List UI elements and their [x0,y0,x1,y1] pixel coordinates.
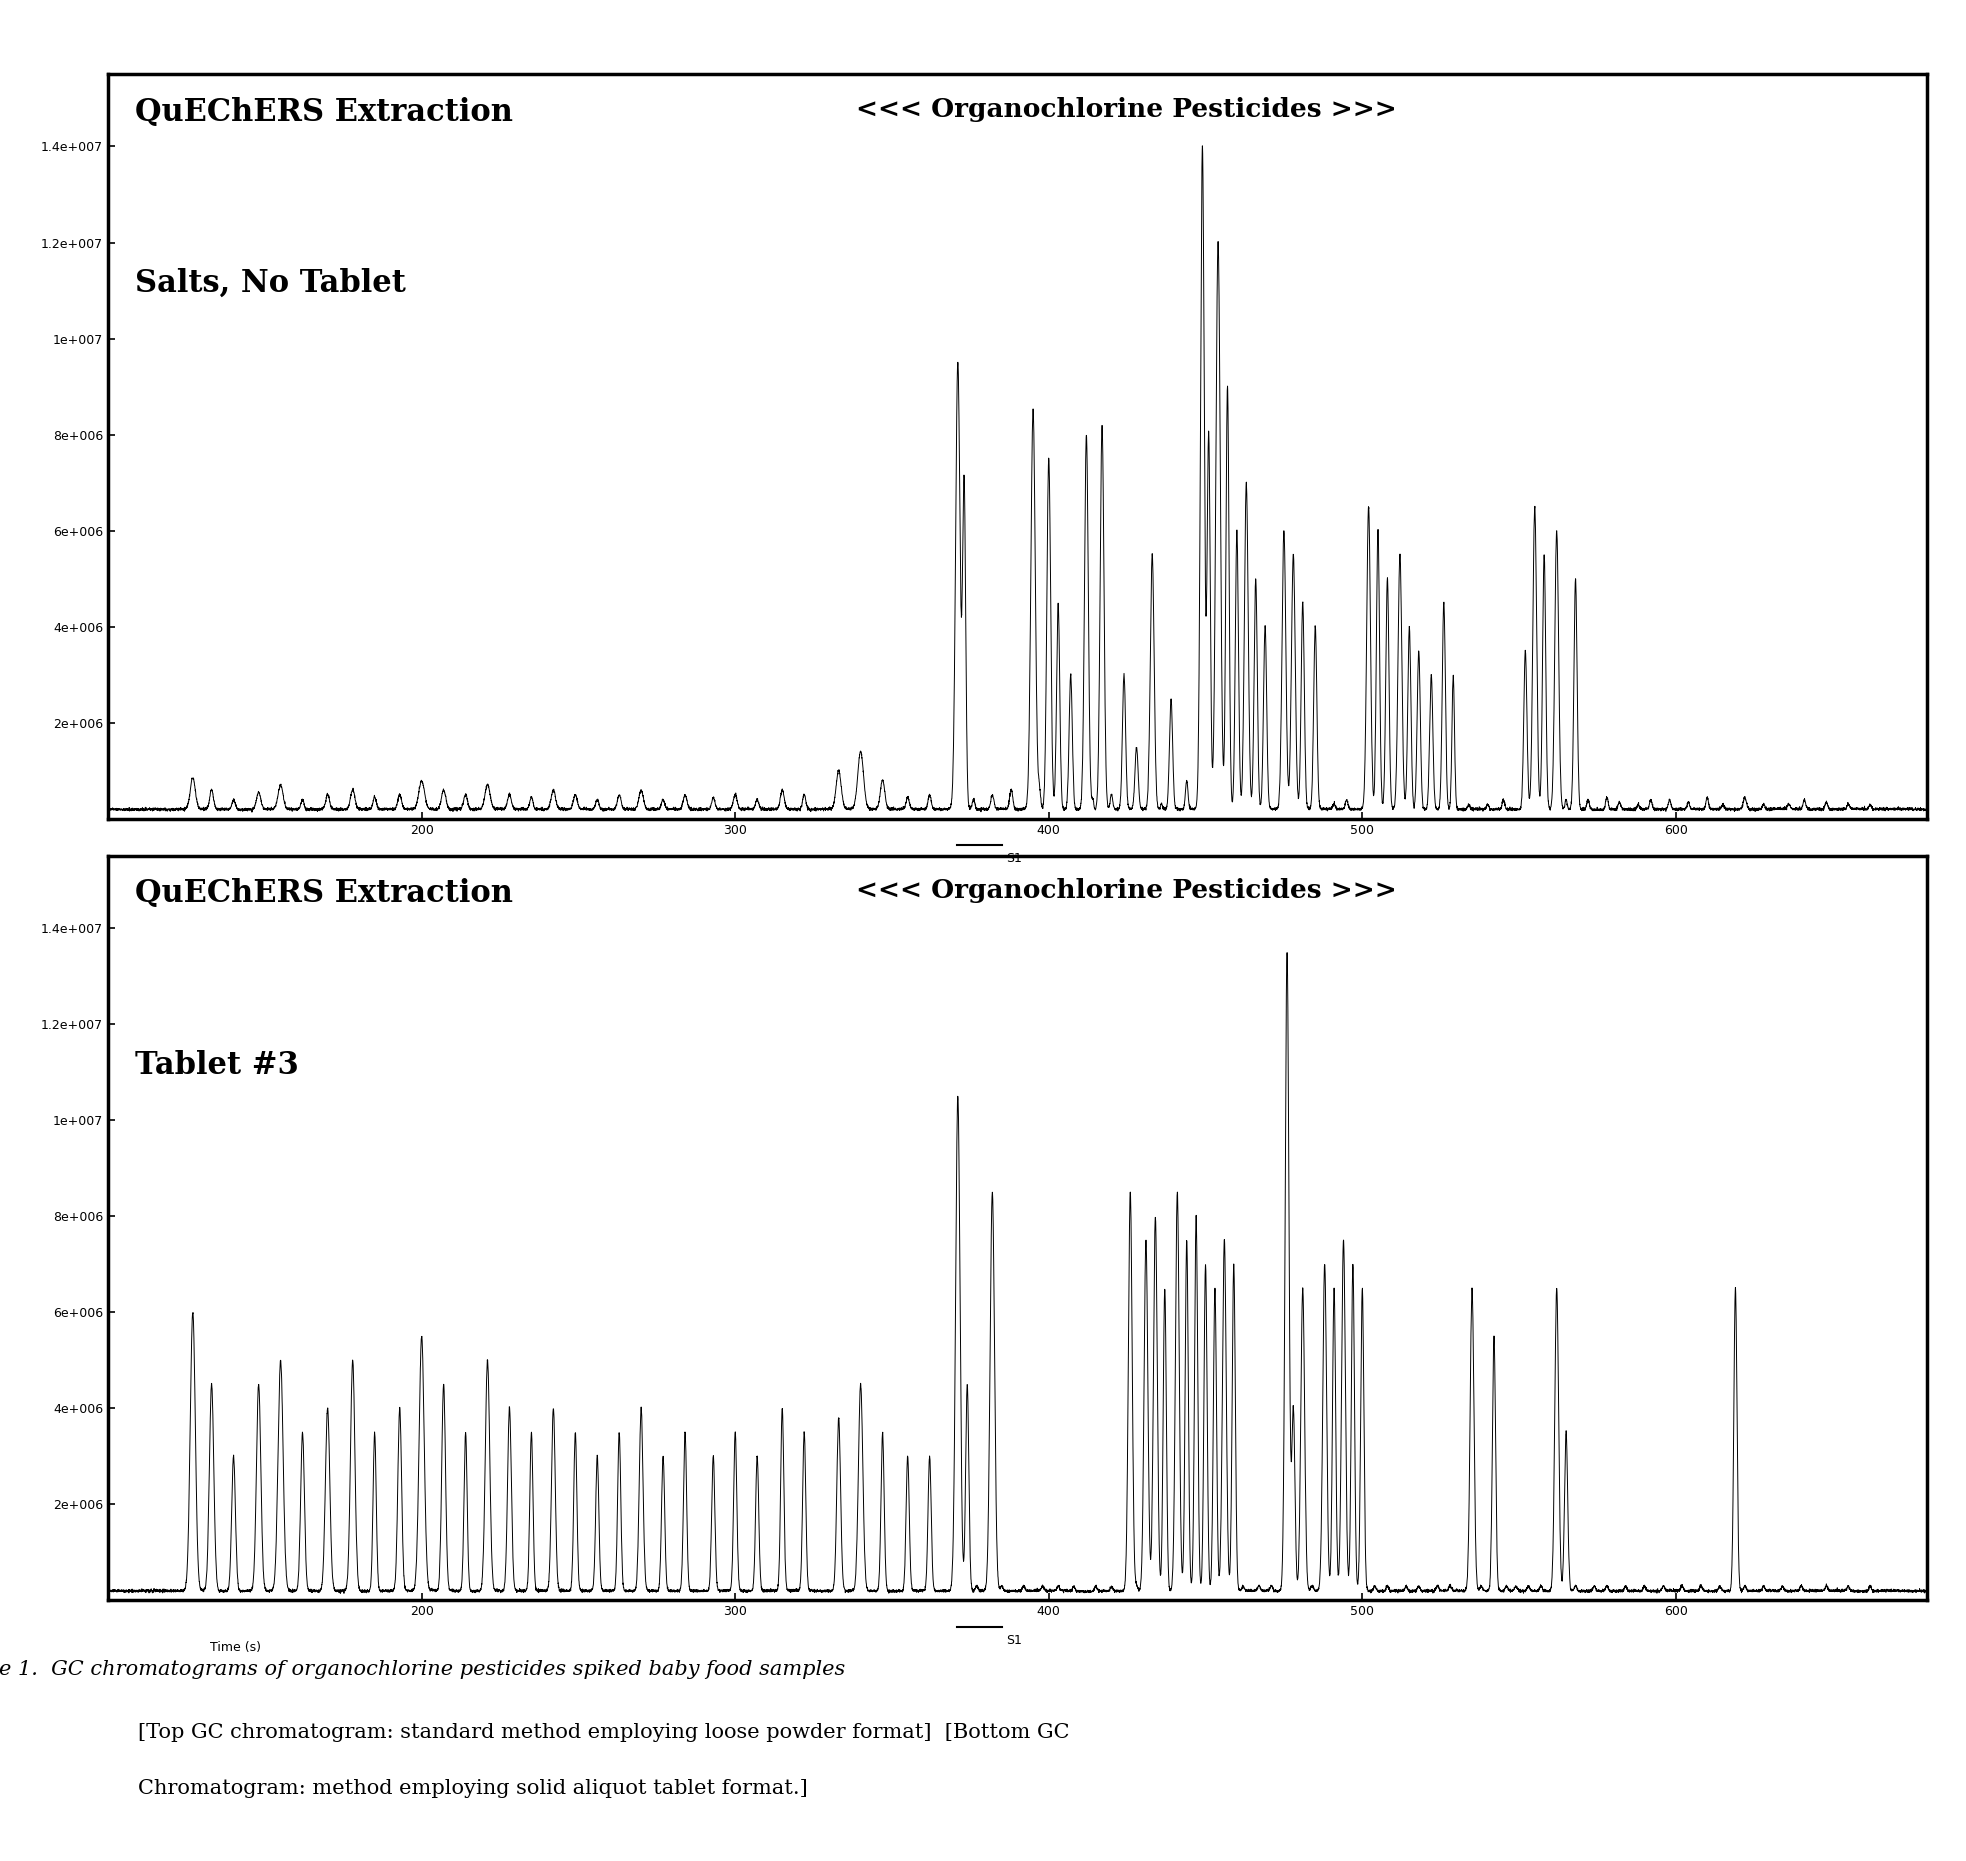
Text: Salts, No Tablet: Salts, No Tablet [136,268,407,300]
Text: S1: S1 [1007,852,1022,865]
Text: Tablet #3: Tablet #3 [136,1050,299,1081]
Text: QuEChERS Extraction: QuEChERS Extraction [136,878,513,910]
X-axis label: Time (s): Time (s) [210,860,261,873]
X-axis label: Time (s): Time (s) [210,1641,261,1654]
Text: <<< Organochlorine Pesticides >>>: <<< Organochlorine Pesticides >>> [855,97,1398,121]
Text: <<< Organochlorine Pesticides >>>: <<< Organochlorine Pesticides >>> [855,878,1398,903]
Text: QuEChERS Extraction: QuEChERS Extraction [136,97,513,128]
Text: [Top GC chromatogram: standard method employing loose powder format]  [Bottom GC: [Top GC chromatogram: standard method em… [138,1723,1070,1742]
Text: S1: S1 [1007,1634,1022,1647]
Text: Chromatogram: method employing solid aliquot tablet format.]: Chromatogram: method employing solid ali… [138,1779,808,1798]
Text: Figure 1.  GC chromatograms of organochlorine pesticides spiked baby food sample: Figure 1. GC chromatograms of organochlo… [0,1660,845,1679]
